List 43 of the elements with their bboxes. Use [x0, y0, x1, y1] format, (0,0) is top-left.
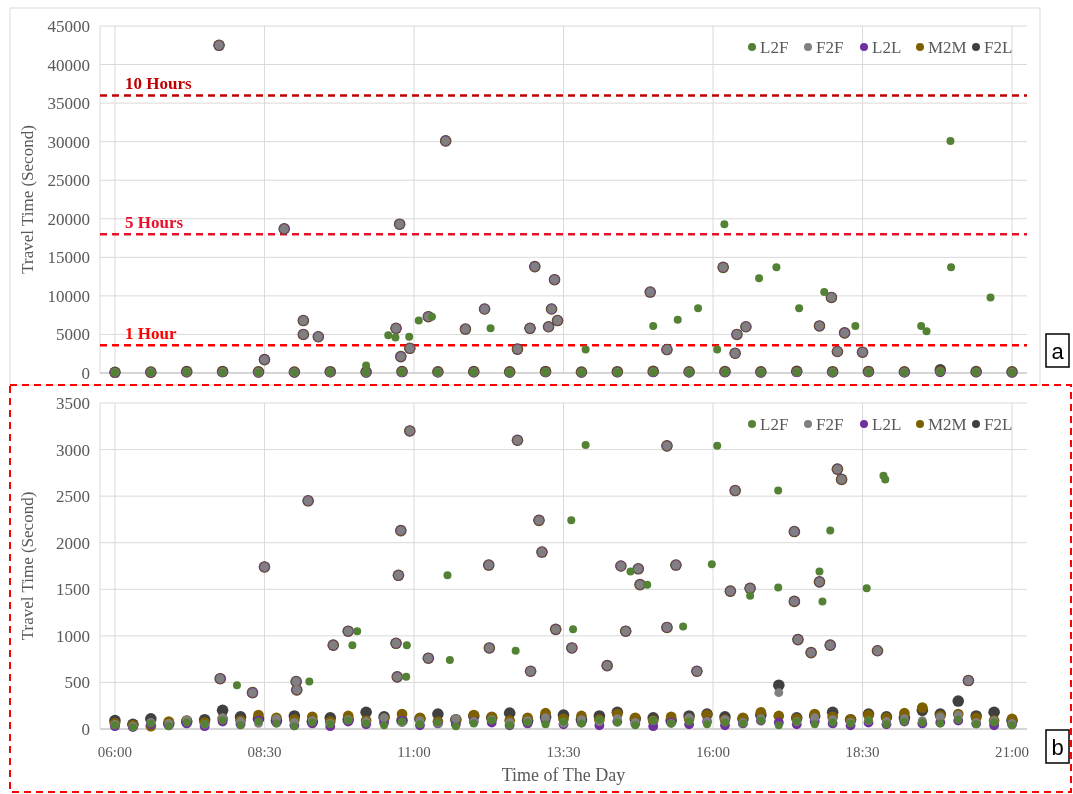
legend-label: L2L: [872, 414, 902, 434]
y-tick-label: 40000: [47, 55, 90, 75]
y-tick-label: 2500: [56, 487, 90, 507]
y-tick-label: 35000: [47, 94, 90, 114]
legend-label: M2M: [928, 414, 967, 434]
x-tick-label: 11:00: [397, 744, 431, 760]
legend-label: F2F: [816, 414, 844, 434]
y-tick-label: 20000: [47, 209, 90, 229]
y-axis-title: Travel Time (Second): [18, 125, 37, 274]
legend-label: L2L: [872, 37, 902, 57]
legend-label: L2F: [760, 414, 789, 434]
y-axis-title: Travel Time (Second): [18, 491, 37, 641]
legend-label: L2F: [760, 37, 789, 57]
x-tick-label: 16:00: [695, 744, 731, 760]
legend-label: F2L: [984, 414, 1013, 434]
x-tick-label: 21:00: [994, 744, 1030, 760]
y-tick-label: 45000: [47, 16, 90, 36]
y-tick-label: 15000: [47, 248, 90, 268]
y-tick-label: 2000: [56, 533, 90, 553]
y-tick-label: 0: [81, 363, 90, 383]
y-tick-label: 10000: [47, 286, 90, 306]
y-tick-label: 3000: [56, 440, 90, 460]
x-tick-label: 13:30: [546, 744, 581, 760]
ref-line-label: 5 Hours: [125, 213, 184, 233]
text: a: [1051, 338, 1065, 364]
y-tick-label: 3500: [56, 393, 90, 413]
ref-line-label: 1 Hour: [125, 324, 177, 344]
y-tick-label: 1500: [56, 580, 90, 600]
ref-line-label: 10 Hours: [125, 74, 192, 94]
y-tick-label: 0: [81, 719, 90, 739]
legend-label: F2F: [816, 37, 844, 57]
legend-label: F2L: [984, 37, 1013, 57]
legend-label: M2M: [928, 37, 967, 57]
y-tick-label: 25000: [47, 171, 90, 191]
y-tick-label: 30000: [47, 132, 90, 152]
x-tick-label: 06:00: [97, 744, 133, 760]
x-tick-label: 18:30: [845, 744, 880, 760]
text: b: [1051, 734, 1064, 760]
x-axis-title: Time of The Day: [501, 765, 626, 785]
y-tick-label: 5000: [56, 325, 90, 345]
x-tick-label: 08:30: [247, 744, 282, 760]
y-tick-label: 1000: [56, 626, 90, 646]
y-tick-label: 500: [64, 673, 90, 693]
